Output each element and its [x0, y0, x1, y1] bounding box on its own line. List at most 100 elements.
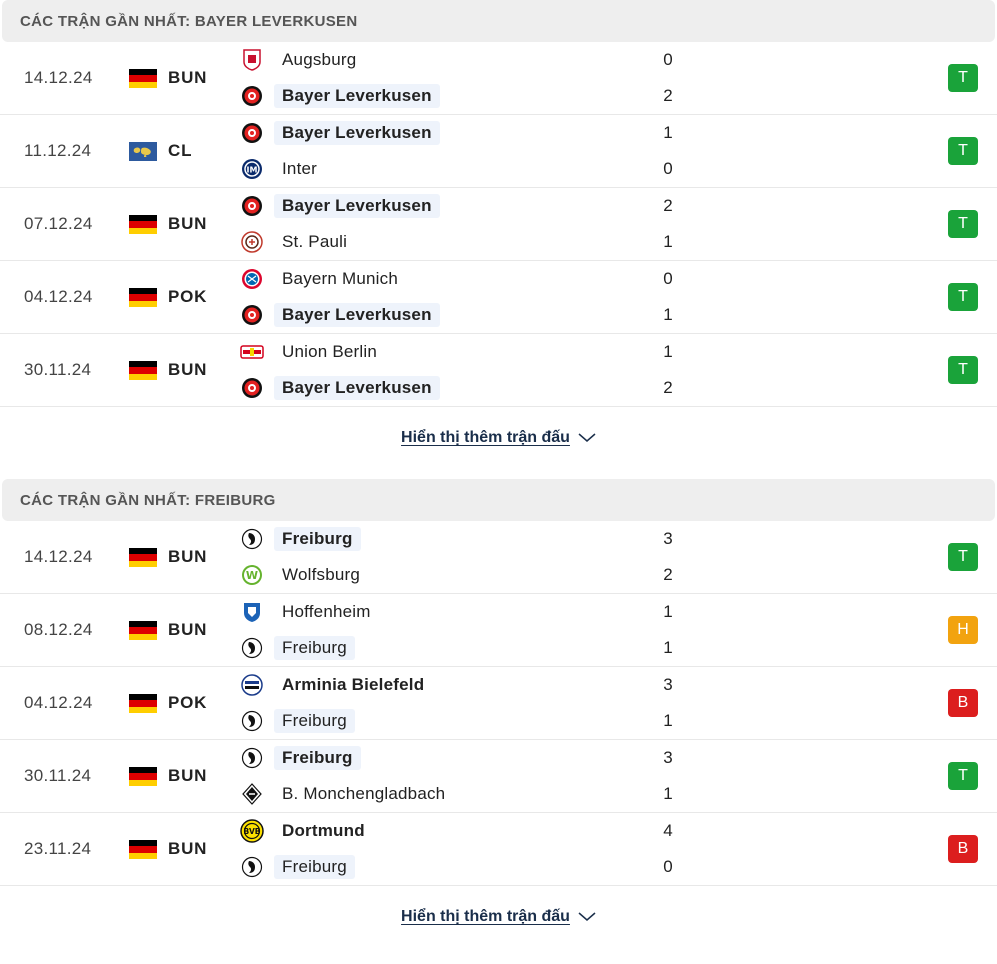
away-team[interactable]: St. Pauli [240, 229, 355, 255]
bayern-icon [240, 267, 264, 291]
result-badge: B [948, 689, 978, 717]
home-score: 3 [663, 529, 673, 548]
section-title: CÁC TRẬN GẦN NHẤT: FREIBURG [2, 479, 995, 521]
home-team[interactable]: Freiburg [240, 526, 361, 552]
home-team[interactable]: Bayer Leverkusen [240, 120, 440, 146]
germany-flag-icon [129, 215, 157, 234]
away-team[interactable]: Bayer Leverkusen [240, 302, 440, 328]
home-score: 1 [663, 342, 673, 361]
away-team[interactable]: Bayer Leverkusen [240, 83, 440, 109]
bielefeld-icon [240, 673, 264, 697]
leverkusen-icon [240, 84, 264, 108]
away-team[interactable]: IM Inter [240, 156, 325, 182]
team-name: Bayern Munich [282, 269, 398, 288]
home-team[interactable]: Augsburg [240, 47, 364, 73]
result-badge: T [948, 210, 978, 238]
team-name: Bayer Leverkusen [274, 194, 440, 218]
away-score: 2 [663, 565, 673, 584]
svg-text:IM: IM [247, 166, 258, 175]
team-name: Bayer Leverkusen [274, 376, 440, 400]
home-team[interactable]: Union Berlin [240, 339, 385, 365]
freiburg-icon [240, 527, 264, 551]
home-team[interactable]: Bayern Munich [240, 266, 406, 292]
competition-label: CL [168, 141, 193, 160]
competition-label: BUN [168, 547, 208, 566]
team-name: Bayer Leverkusen [274, 84, 440, 108]
section-leverkusen: CÁC TRẬN GẦN NHẤT: BAYER LEVERKUSEN 14.1… [0, 0, 997, 469]
match-row[interactable]: 30.11.24 BUN Freiburg B. Monchengladbach… [0, 740, 997, 813]
match-row[interactable]: 04.12.24 POK Arminia Bielefeld Freiburg … [0, 667, 997, 740]
freiburg-icon [240, 855, 264, 879]
match-date: 11.12.24 [24, 141, 92, 160]
match-date: 14.12.24 [24, 547, 93, 566]
match-date: 30.11.24 [24, 360, 92, 379]
result-badge: T [948, 356, 978, 384]
away-team[interactable]: Bayer Leverkusen [240, 375, 440, 401]
team-name: Bayer Leverkusen [274, 121, 440, 145]
competition-label: BUN [168, 766, 208, 785]
competition-label: BUN [168, 839, 208, 858]
germany-flag-icon [129, 840, 157, 859]
match-row[interactable]: 11.12.24 CL Bayer Leverkusen IM Inter 1 … [0, 115, 997, 188]
away-team[interactable]: B. Monchengladbach [240, 781, 453, 807]
competition-label: BUN [168, 68, 208, 87]
match-row[interactable]: 23.11.24 BUN BVB Dortmund Freiburg 4 0 B [0, 813, 997, 886]
away-team[interactable]: Freiburg [240, 635, 355, 661]
svg-text:BVB: BVB [244, 827, 261, 836]
result-badge: T [948, 543, 978, 571]
germany-flag-icon [129, 361, 157, 380]
germany-flag-icon [129, 69, 157, 88]
home-score: 3 [663, 675, 673, 694]
freiburg-icon [240, 709, 264, 733]
home-score: 0 [663, 50, 673, 69]
match-date: 04.12.24 [24, 693, 93, 712]
world-flag-icon [129, 142, 157, 161]
leverkusen-icon [240, 303, 264, 327]
away-team[interactable]: Freiburg [240, 708, 355, 734]
away-score: 1 [663, 305, 673, 324]
team-name: Freiburg [274, 746, 361, 770]
away-team[interactable]: Freiburg [240, 854, 355, 880]
leverkusen-icon [240, 121, 264, 145]
away-score: 1 [663, 638, 673, 657]
team-name: Hoffenheim [282, 602, 371, 621]
germany-flag-icon [129, 548, 157, 567]
hoffenheim-icon [240, 600, 264, 624]
match-row[interactable]: 30.11.24 BUN Union Berlin Bayer Leverkus… [0, 334, 997, 407]
home-team[interactable]: Arminia Bielefeld [240, 672, 432, 698]
home-team[interactable]: Freiburg [240, 745, 361, 771]
gladbach-icon [240, 782, 264, 806]
show-more-link[interactable]: Hiển thị thêm trận đấu [0, 407, 997, 469]
match-row[interactable]: 08.12.24 BUN Hoffenheim Freiburg 1 1 H [0, 594, 997, 667]
result-badge: H [948, 616, 978, 644]
home-team[interactable]: Bayer Leverkusen [240, 193, 440, 219]
show-more-link[interactable]: Hiển thị thêm trận đấu [0, 886, 997, 948]
home-team[interactable]: BVB Dortmund [240, 818, 373, 844]
team-name: Freiburg [274, 709, 355, 733]
team-name: Wolfsburg [282, 565, 361, 584]
stpauli-icon [240, 230, 264, 254]
home-team[interactable]: Hoffenheim [240, 599, 379, 625]
away-score: 1 [663, 232, 673, 251]
result-badge: B [948, 835, 978, 863]
svg-text:W: W [246, 569, 258, 582]
match-date: 14.12.24 [24, 68, 93, 87]
inter-icon: IM [240, 157, 264, 181]
match-row[interactable]: 04.12.24 POK Bayern Munich Bayer Leverku… [0, 261, 997, 334]
leverkusen-icon [240, 376, 264, 400]
competition-label: POK [168, 693, 208, 712]
match-date: 23.11.24 [24, 839, 92, 858]
team-name: Freiburg [274, 855, 355, 879]
away-team[interactable]: W Wolfsburg [240, 562, 368, 588]
result-badge: T [948, 137, 978, 165]
match-row[interactable]: 07.12.24 BUN Bayer Leverkusen St. Pauli … [0, 188, 997, 261]
result-badge: T [948, 762, 978, 790]
away-score: 1 [663, 784, 673, 803]
home-score: 4 [663, 821, 673, 840]
match-row[interactable]: 14.12.24 BUN Augsburg Bayer Leverkusen 0… [0, 42, 997, 115]
freiburg-icon [240, 746, 264, 770]
team-name: Freiburg [274, 636, 355, 660]
match-row[interactable]: 14.12.24 BUN Freiburg W Wolfsburg 3 2 T [0, 521, 997, 594]
germany-flag-icon [129, 288, 157, 307]
